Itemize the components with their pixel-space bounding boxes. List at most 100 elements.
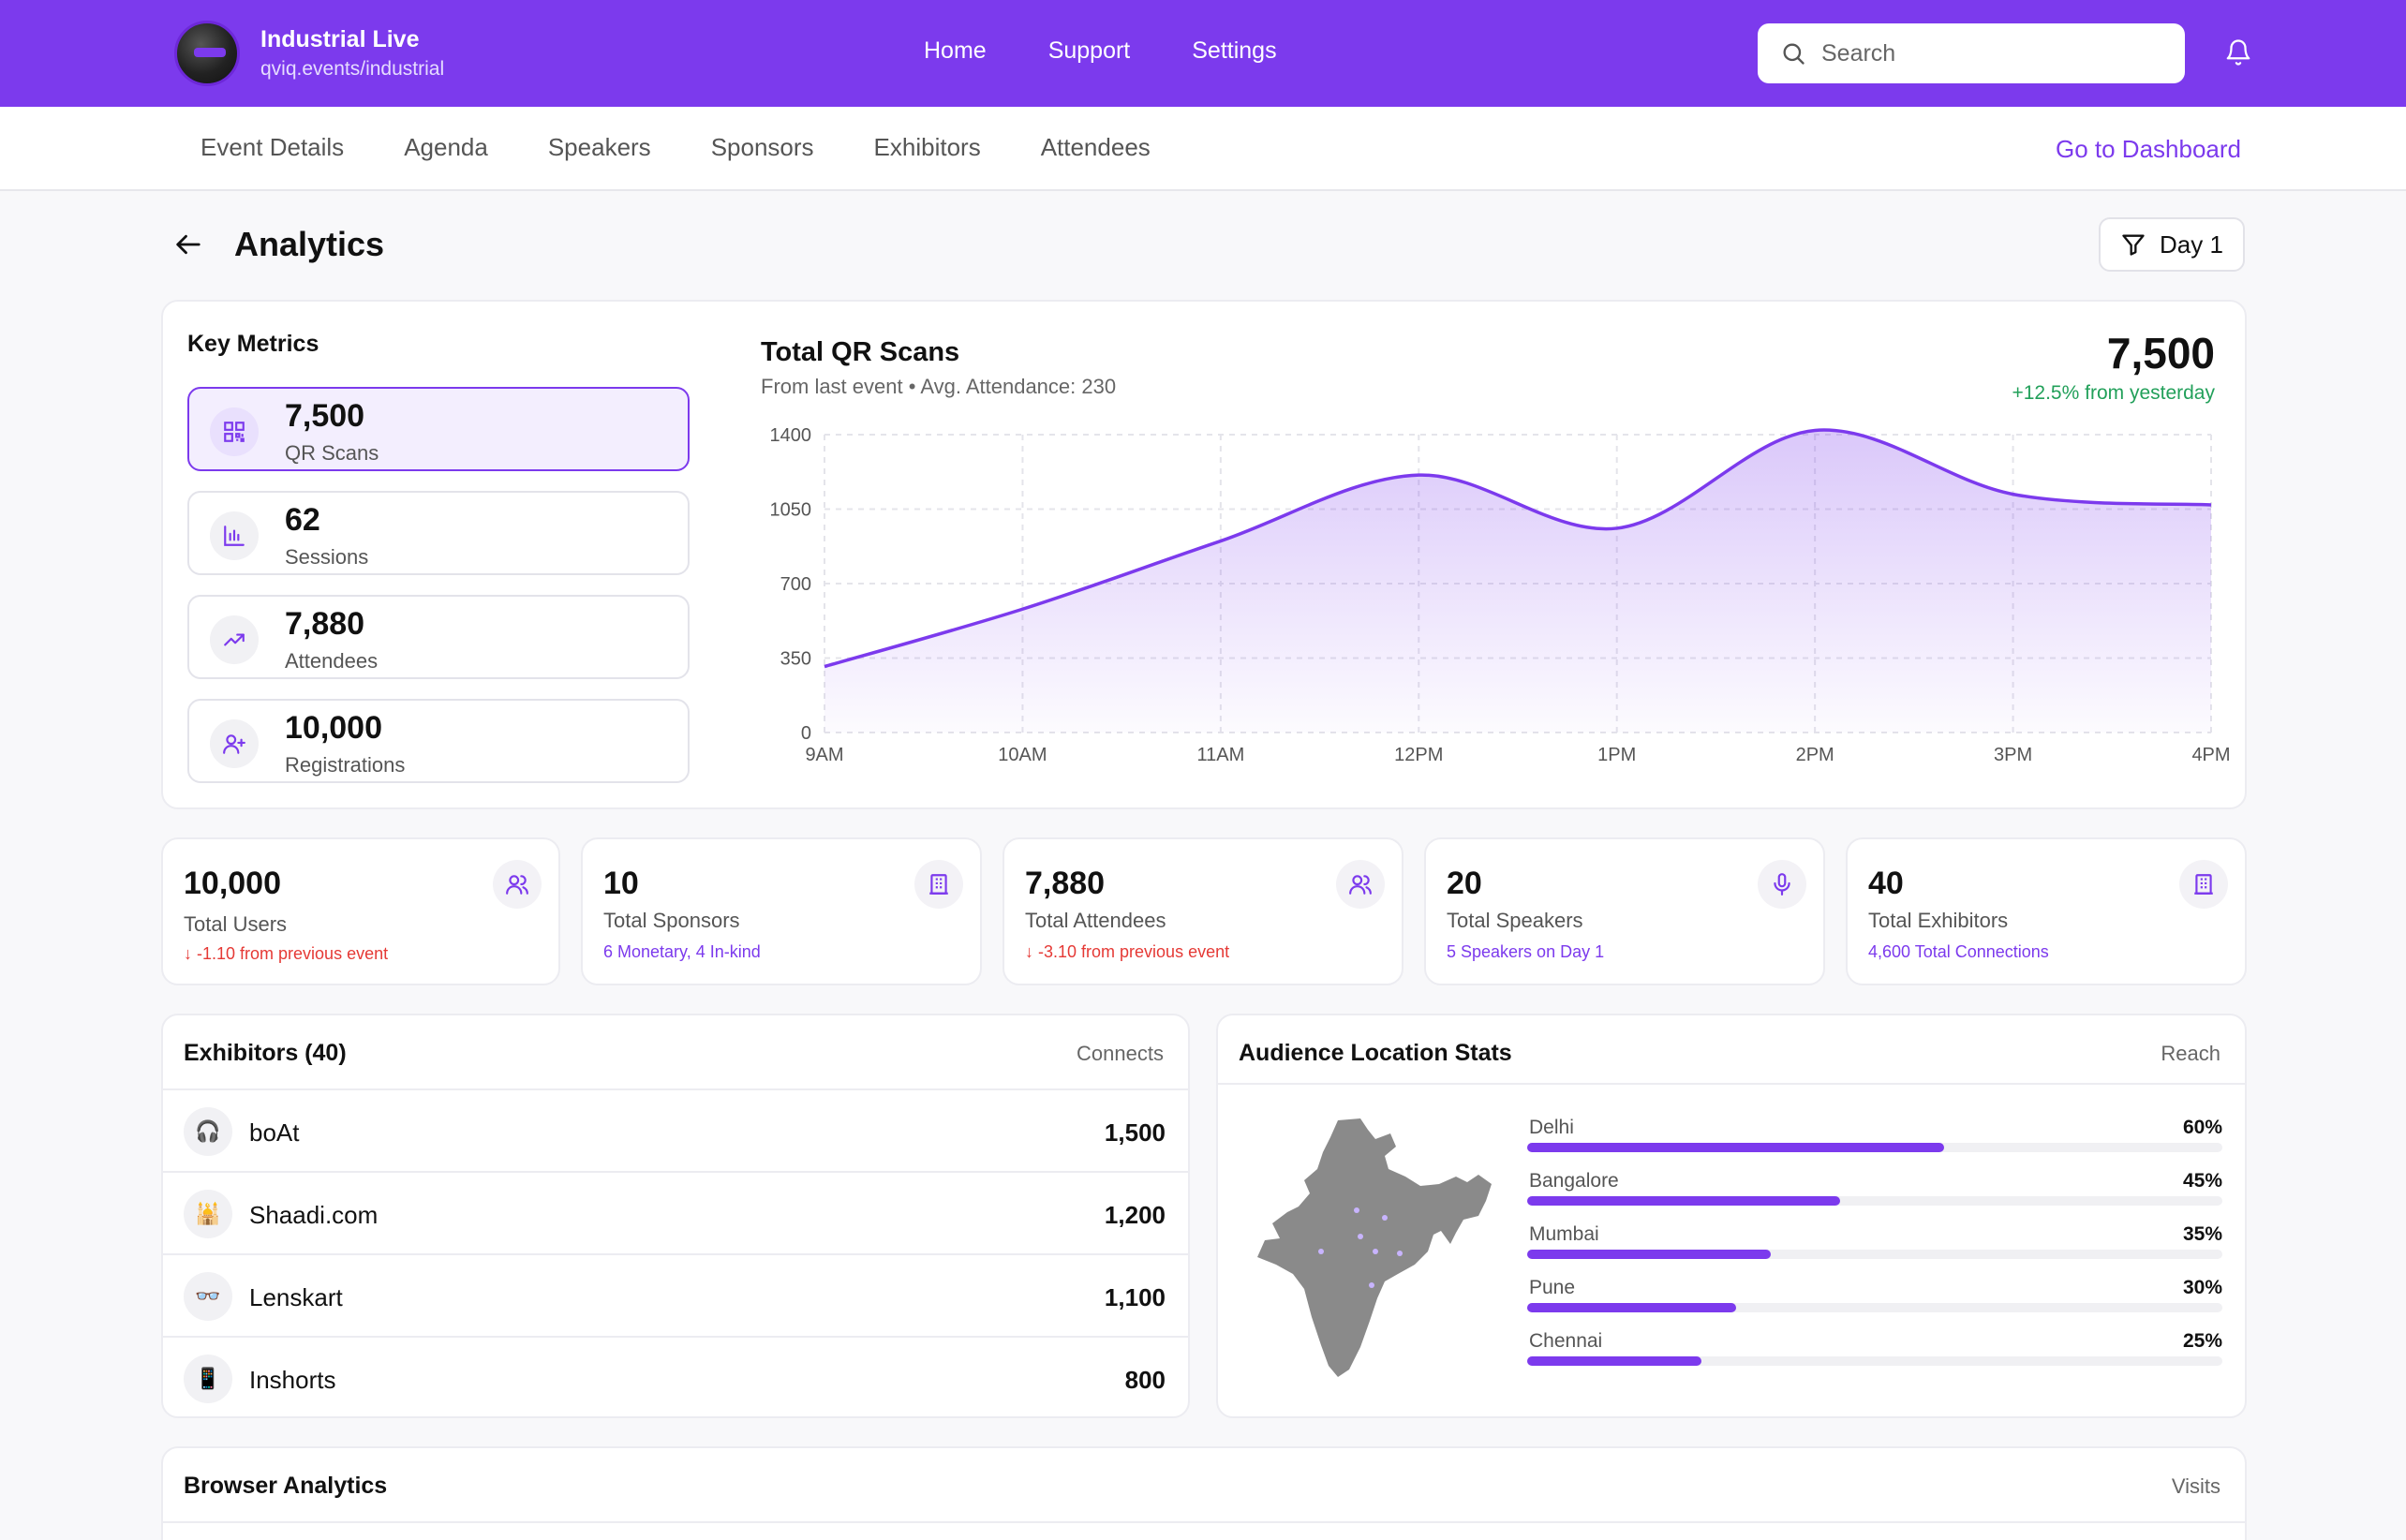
- exhibitors-card: Exhibitors (40) Connects 🎧 boAt 1,500 🕌 …: [161, 1014, 1190, 1418]
- metric-value: 62: [285, 502, 320, 538]
- location-row-chennai: Chennai 25%: [1527, 1330, 2222, 1377]
- reach-bar: [1527, 1303, 2222, 1312]
- city-name: Delhi: [1529, 1117, 1574, 1138]
- back-arrow-icon[interactable]: [174, 232, 202, 257]
- reach-bar: [1527, 1143, 2222, 1152]
- stat-total-sponsors: 10 Total Sponsors 6 Monetary, 4 In-kind: [581, 837, 982, 985]
- metric-attendees[interactable]: 7,880 Attendees: [187, 595, 690, 679]
- stat-total-attendees: 7,880 Total Attendees ↓ -3.10 from previ…: [1002, 837, 1404, 985]
- table-row[interactable]: 🎧 boAt 1,500: [163, 1090, 1188, 1173]
- reach-bar: [1527, 1356, 2222, 1366]
- sub-nav: Event Details Agenda Speakers Sponsors E…: [0, 107, 2406, 191]
- page-title: Analytics: [234, 225, 385, 263]
- city-percent: 35%: [2182, 1223, 2222, 1245]
- reach-bar-fill: [1527, 1250, 1771, 1259]
- top-bar: Industrial Live qviq.events/industrial H…: [0, 0, 2406, 107]
- day-filter-button[interactable]: Day 1: [2099, 217, 2245, 272]
- x-tick-label: 10AM: [998, 745, 1047, 765]
- reach-bar-fill: [1527, 1143, 1945, 1152]
- go-to-dashboard-link[interactable]: Go to Dashboard: [2055, 135, 2241, 163]
- browser-analytics-card: Browser Analytics Visits: [161, 1446, 2247, 1540]
- brand-title: Industrial Live: [260, 26, 420, 52]
- tab-event-details[interactable]: Event Details: [200, 133, 345, 161]
- reach-bar-fill: [1527, 1196, 1840, 1206]
- exhibitor-name: Inshorts: [249, 1366, 336, 1394]
- nav-home[interactable]: Home: [924, 37, 987, 64]
- tab-sponsors[interactable]: Sponsors: [710, 133, 814, 161]
- stat-note: ↓ -3.10 from previous event: [1025, 942, 1230, 961]
- table-row[interactable]: 👓 Lenskart 1,100: [163, 1255, 1188, 1338]
- search-input[interactable]: [1821, 39, 2159, 67]
- building-icon: [914, 860, 963, 909]
- metric-registrations[interactable]: 10,000 Registrations: [187, 699, 690, 783]
- city-name: Bangalore: [1529, 1170, 1619, 1192]
- exhibitors-column-label: Connects: [1077, 1042, 1164, 1065]
- exhibitor-name: Lenskart: [249, 1283, 343, 1311]
- users-icon: [1336, 860, 1385, 909]
- reach-bar: [1527, 1196, 2222, 1206]
- city-percent: 25%: [2182, 1330, 2222, 1352]
- y-tick-label: 700: [780, 574, 811, 595]
- exhibitor-connects: 1,500: [1104, 1118, 1166, 1147]
- location-header: Audience Location Stats Reach: [1218, 1015, 2245, 1085]
- metric-label: Attendees: [285, 649, 379, 673]
- location-column-label: Reach: [2161, 1042, 2220, 1065]
- table-row[interactable]: 🕌 Shaadi.com 1,200: [163, 1173, 1188, 1255]
- nav-support[interactable]: Support: [1047, 37, 1131, 64]
- event-avatar: [174, 21, 240, 86]
- tab-agenda[interactable]: Agenda: [404, 133, 488, 161]
- sub-nav-items: Event Details Agenda Speakers Sponsors E…: [200, 133, 1151, 162]
- stat-value: 10,000: [184, 866, 281, 901]
- stat-label: Total Sponsors: [603, 909, 740, 932]
- exhibitor-connects: 1,100: [1104, 1283, 1166, 1311]
- nav-settings[interactable]: Settings: [1192, 37, 1277, 64]
- table-row[interactable]: 📱 Inshorts 800: [163, 1338, 1188, 1420]
- city-name: Chennai: [1529, 1330, 1603, 1352]
- metric-label: Sessions: [285, 545, 369, 569]
- browser-title: Browser Analytics: [184, 1473, 388, 1499]
- metric-value: 7,500: [285, 398, 365, 434]
- temple-icon: 🕌: [184, 1190, 232, 1238]
- exhibitors-title: Exhibitors (40): [184, 1040, 347, 1066]
- phone-icon: 📱: [184, 1355, 232, 1403]
- location-title: Audience Location Stats: [1239, 1040, 1512, 1066]
- location-row-pune: Pune 30%: [1527, 1277, 2222, 1324]
- glasses-icon: 👓: [184, 1272, 232, 1321]
- brand[interactable]: Industrial Live qviq.events/industrial: [174, 21, 444, 86]
- x-tick-label: 3PM: [1994, 745, 2032, 765]
- location-row-mumbai: Mumbai 35%: [1527, 1223, 2222, 1270]
- reach-bar-fill: [1527, 1356, 1701, 1366]
- filter-icon: [2122, 234, 2145, 256]
- qr-scans-area-chart: 0 350 700 1050 1400 9AM 10AM 11AM 12PM 1PM 2PM 3PM 4…: [770, 425, 2231, 765]
- building-icon: [2179, 860, 2228, 909]
- x-tick-label: 4PM: [2191, 745, 2230, 765]
- stat-value: 40: [1868, 866, 1904, 901]
- city-percent: 60%: [2182, 1117, 2222, 1138]
- stat-value: 20: [1447, 866, 1482, 901]
- stat-label: Total Users: [184, 912, 288, 936]
- stat-total-exhibitors: 40 Total Exhibitors 4,600 Total Connecti…: [1846, 837, 2247, 985]
- exhibitors-header: Exhibitors (40) Connects: [163, 1015, 1188, 1090]
- reach-bar-fill: [1527, 1303, 1736, 1312]
- stat-value: 10: [603, 866, 639, 901]
- metric-qr-scans[interactable]: 7,500 QR Scans: [187, 387, 690, 471]
- bell-icon[interactable]: [2224, 37, 2252, 67]
- stat-note: 6 Monetary, 4 In-kind: [603, 942, 761, 961]
- browser-column-label: Visits: [2171, 1474, 2220, 1498]
- y-tick-label: 1400: [770, 425, 812, 446]
- reach-bar: [1527, 1250, 2222, 1259]
- bar-chart-icon: [210, 511, 259, 560]
- tab-speakers[interactable]: Speakers: [547, 133, 651, 161]
- y-tick-label: 350: [780, 649, 811, 670]
- metric-sessions[interactable]: 62 Sessions: [187, 491, 690, 575]
- search-icon: [1783, 43, 1804, 65]
- stat-label: Total Attendees: [1025, 909, 1166, 932]
- users-icon: [493, 860, 542, 909]
- search-box[interactable]: [1758, 23, 2185, 83]
- tab-attendees[interactable]: Attendees: [1040, 133, 1151, 161]
- tab-exhibitors[interactable]: Exhibitors: [873, 133, 981, 161]
- stat-total-speakers: 20 Total Speakers 5 Speakers on Day 1: [1424, 837, 1825, 985]
- city-name: Mumbai: [1529, 1223, 1599, 1245]
- city-percent: 45%: [2182, 1170, 2222, 1192]
- chart-change: +12.5% from yesterday: [2012, 382, 2215, 404]
